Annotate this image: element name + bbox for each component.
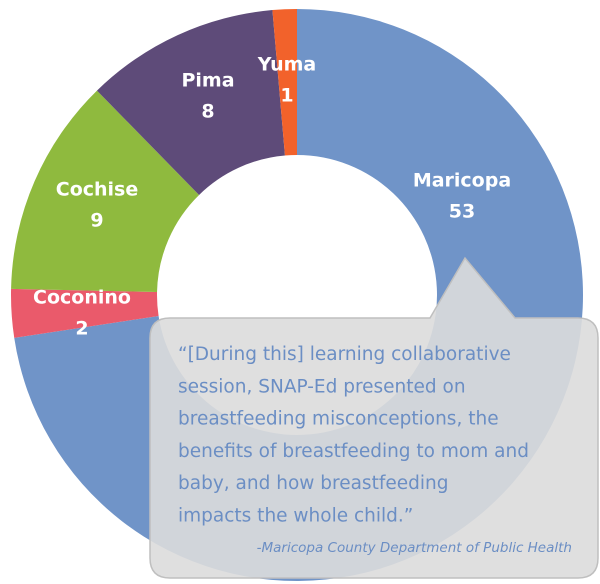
donut-segment — [272, 9, 297, 156]
segment-value: 8 — [201, 101, 214, 123]
donut-segment — [11, 90, 200, 292]
attribution: -Maricopa County Department of Public He… — [257, 540, 572, 556]
quote-line: session, SNAP-Ed presented on — [178, 376, 466, 397]
quote-line: “[During this] learning collaborative — [178, 344, 511, 365]
quote: “[During this] learning collaborative ses… — [178, 344, 529, 527]
segment-name: Pima — [181, 70, 234, 92]
segment-name: Yuma — [257, 54, 317, 76]
quote-line: benefits of breastfeeding to mom and — [178, 441, 529, 462]
quote-line: breastfeeding misconceptions, the — [178, 409, 499, 430]
segment-value: 9 — [90, 210, 103, 232]
speech-bubble — [149, 256, 599, 579]
quote-line: impacts the whole child.” — [178, 506, 413, 527]
donut-segment — [96, 10, 285, 195]
segment-value: 2 — [75, 318, 88, 340]
quote-line: baby, and how breastfeeding — [178, 473, 448, 494]
segment-value: 1 — [280, 85, 293, 107]
segment-value: 53 — [449, 201, 475, 223]
segment-name: Coconino — [33, 287, 131, 309]
segment-labels: Maricopa 53 Coconino 2 Cochise 9 Pima 8 Yuma 1 — [33, 54, 511, 340]
donut-segment — [11, 288, 159, 338]
segment-name: Maricopa — [413, 170, 511, 192]
segment-name: Cochise — [56, 179, 139, 201]
